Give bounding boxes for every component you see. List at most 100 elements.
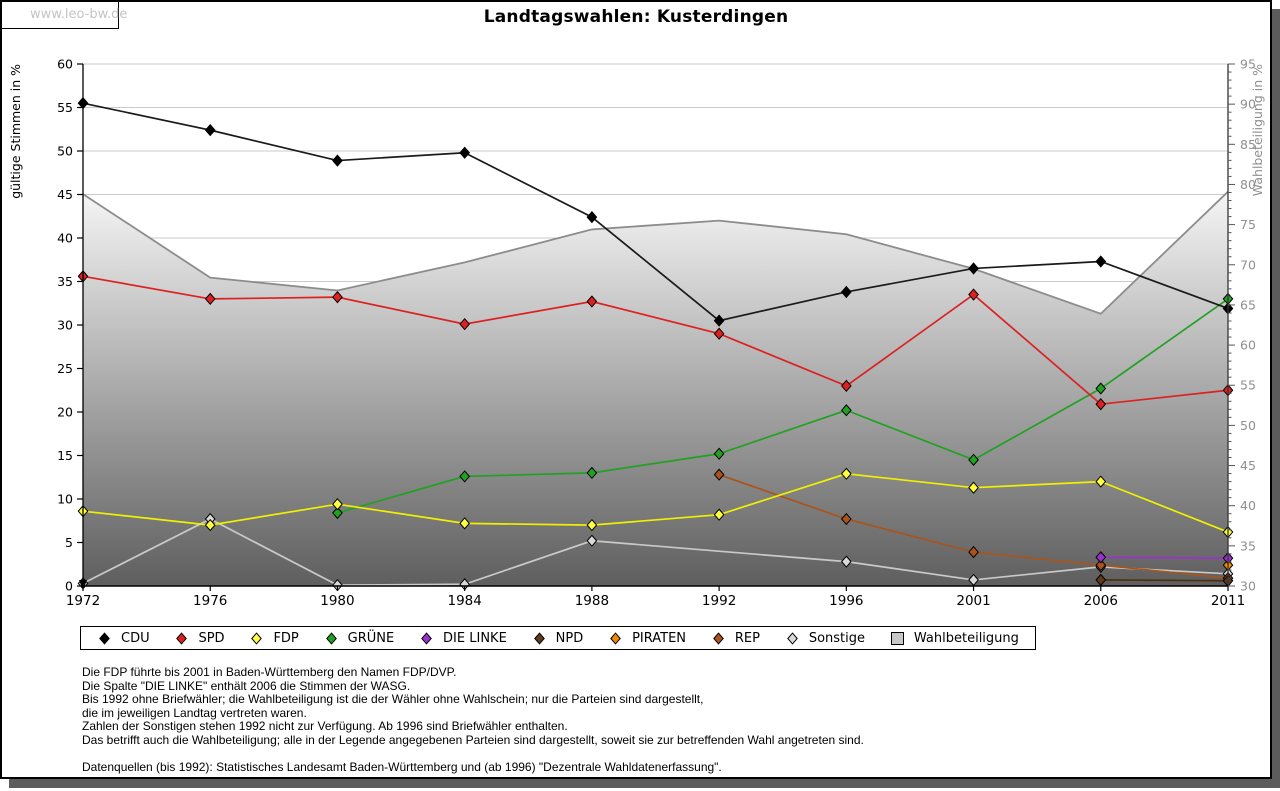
right-tick-label: 85 xyxy=(1240,137,1256,152)
right-tick-label: 55 xyxy=(1240,378,1256,393)
diamond-marker-icon xyxy=(176,631,188,645)
legend-label: PIRATEN xyxy=(632,630,687,646)
legend-label: FDP xyxy=(273,630,299,646)
turnout-line xyxy=(82,191,1229,315)
footnotes: Die FDP führte bis 2001 in Baden-Württem… xyxy=(82,665,1222,775)
series-line-CDU xyxy=(82,102,1229,322)
footnote-line: die im jeweiligen Landtag vertreten ware… xyxy=(82,705,307,720)
marker-FDP xyxy=(332,498,343,511)
marker-GRÜNE xyxy=(1095,382,1107,395)
left-tick-label: 5 xyxy=(65,535,73,550)
left-tick-label: 35 xyxy=(57,274,73,289)
legend-item-spd: SPD xyxy=(174,630,225,646)
footnote-line: Die Spalte "DIE LINKE" enthält 2006 die … xyxy=(82,678,411,693)
legend-label: SPD xyxy=(198,630,225,646)
footnote-line: Bis 1992 ohne Briefwähler; die Wahlbetei… xyxy=(82,692,704,706)
right-tick-label: 70 xyxy=(1240,257,1256,272)
footnote-line: Die FDP führte bis 2001 in Baden-Württem… xyxy=(82,665,457,679)
left-tick-label: 50 xyxy=(57,144,73,159)
legend-item-wahlbeteiligung: Wahlbeteiligung xyxy=(890,631,1019,646)
series-line-GRÜNE xyxy=(337,298,1229,514)
legend-label: Wahlbeteiligung xyxy=(913,630,1019,646)
x-tick-label: 1988 xyxy=(575,593,609,609)
legend-item-sonstige: Sonstige xyxy=(785,631,865,646)
marker-CDU xyxy=(840,285,852,299)
footnote-line: Zahlen der Sonstigen stehen 1992 nicht z… xyxy=(82,719,568,733)
marker-CDU xyxy=(713,314,725,327)
legend-label: REP xyxy=(734,630,760,646)
right-tick-label: 80 xyxy=(1240,177,1256,192)
marker-CDU xyxy=(586,210,598,224)
diamond-marker-icon xyxy=(786,631,798,645)
marker-REP xyxy=(1095,558,1107,572)
marker-FDP xyxy=(840,467,852,480)
turnout-area xyxy=(83,191,1228,587)
left-axis-title: gültige Stimmen in % xyxy=(8,64,23,199)
marker-FDP xyxy=(204,518,216,532)
marker-CDU xyxy=(204,123,216,137)
series-line-DIE LINKE xyxy=(1100,556,1229,560)
diamond-marker-icon xyxy=(251,631,263,645)
page-title: Landtagswahlen: Kusterdingen xyxy=(483,7,789,27)
marker-GRÜNE xyxy=(968,453,979,467)
legend-item-rep: REP xyxy=(711,631,760,646)
marker-CDU xyxy=(459,146,471,159)
chart-legend: CDU SPD FDP GRÜNE DIE LINKE NPD PIRATEN REP Sons… xyxy=(80,626,1036,650)
right-tick-label: 75 xyxy=(1240,217,1256,232)
marker-REP xyxy=(840,512,852,526)
watermark: www.leo-bw.de xyxy=(2,2,127,29)
x-tick-label: 2006 xyxy=(1084,593,1118,609)
marker-CDU xyxy=(1095,255,1107,268)
x-tick-label: 2011 xyxy=(1211,593,1245,609)
marker-SPD xyxy=(713,327,725,340)
legend-item-grüne: GRÜNE xyxy=(324,630,395,646)
legend-label: DIE LINKE xyxy=(443,630,507,646)
election-chart: 0 5 10 15 20 25 30 35 40 45 50 55 60 30 35 40 45 50 55 60 65… xyxy=(8,57,1265,610)
marker-FDP xyxy=(713,508,725,521)
right-axis-title: Wahlbeteiligung in % xyxy=(1250,64,1265,196)
left-axis-arrow xyxy=(79,580,87,590)
x-tick-label: 1996 xyxy=(829,593,863,609)
diamond-marker-icon xyxy=(713,631,724,645)
left-tick-label: 10 xyxy=(57,492,73,507)
diamond-marker-icon xyxy=(325,631,337,645)
legend-item-cdu: CDU xyxy=(97,631,150,646)
series-line-FDP xyxy=(82,472,1229,533)
right-tick-label: 30 xyxy=(1240,579,1256,594)
right-tick-label: 50 xyxy=(1240,418,1256,433)
footnote-source: Datenquellen (bis 1992): Statistisches L… xyxy=(82,760,722,774)
marker-SPD xyxy=(968,288,979,301)
series-line-NPD xyxy=(1100,579,1229,582)
marker-Sonstige xyxy=(840,555,852,568)
marker-FDP xyxy=(459,517,471,530)
right-tick-label: 45 xyxy=(1240,458,1256,473)
marker-GRÜNE xyxy=(459,470,471,483)
left-tick-label: 15 xyxy=(57,448,73,463)
right-tick-label: 95 xyxy=(1240,57,1256,72)
left-tick-label: 25 xyxy=(57,361,73,376)
legend-item-npd: NPD xyxy=(532,631,583,646)
diamond-marker-icon xyxy=(421,631,432,645)
turnout-swatch-icon xyxy=(890,631,904,645)
marker-SPD xyxy=(459,317,471,331)
legend-label: CDU xyxy=(121,630,150,646)
left-tick-label: 40 xyxy=(57,231,73,246)
legend-label: Sonstige xyxy=(808,630,866,646)
marker-GRÜNE xyxy=(713,447,725,460)
x-tick-label: 2001 xyxy=(956,593,990,609)
chart-window: www.leo-bw.de Landtagswahlen: Kusterding… xyxy=(0,0,1272,779)
footnote-line: Das betrifft auch die Wahlbeteiligung; a… xyxy=(82,732,864,747)
right-tick-label: 65 xyxy=(1240,297,1256,312)
marker-GRÜNE xyxy=(840,404,852,417)
diamond-marker-icon xyxy=(610,631,621,645)
right-tick-label: 35 xyxy=(1240,538,1256,553)
marker-FDP xyxy=(586,518,598,532)
marker-CDU xyxy=(968,262,979,275)
x-tick-label: 1972 xyxy=(66,593,100,609)
x-tick-label: 1984 xyxy=(447,593,481,609)
right-tick-label: 90 xyxy=(1240,97,1256,112)
diamond-marker-icon xyxy=(533,631,545,645)
legend-item-piraten: PIRATEN xyxy=(608,631,686,646)
left-tick-label: 30 xyxy=(57,318,73,333)
legend-label: GRÜNE xyxy=(347,630,395,646)
